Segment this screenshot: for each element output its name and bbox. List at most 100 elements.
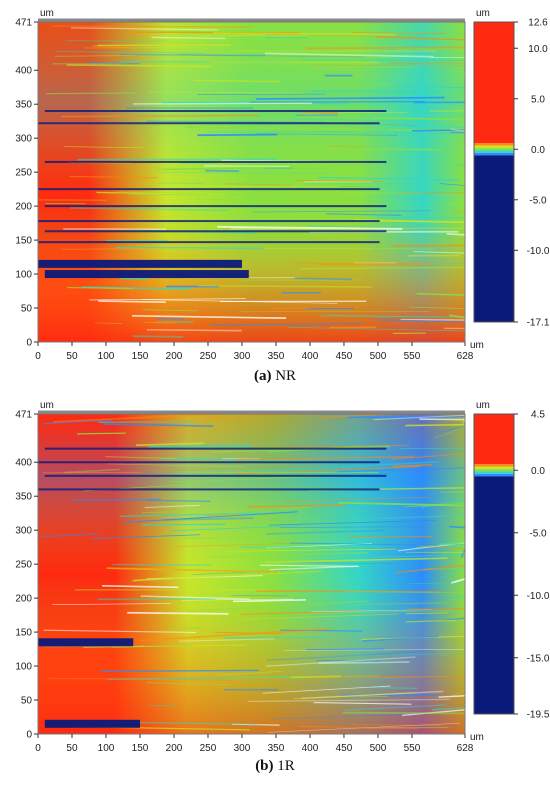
texture-streak <box>299 725 418 729</box>
colorbar-band <box>474 152 514 156</box>
x-tick-label: 100 <box>98 743 115 754</box>
texture-streak <box>39 532 99 538</box>
texture-streak <box>395 647 465 656</box>
x-tick-label: 450 <box>336 351 353 362</box>
colorbar-tick-label: -19.5 <box>527 710 550 721</box>
texture-streak <box>416 541 465 549</box>
colorbar-tick-label: -10.0 <box>527 246 550 257</box>
x-tick-label: 200 <box>166 743 183 754</box>
dark-groove <box>44 160 387 163</box>
texture-streak <box>446 232 465 236</box>
y-unit-label: um <box>40 8 54 19</box>
y-tick-label: 150 <box>15 628 32 639</box>
caption-label: (b) <box>255 758 274 774</box>
heatmap-overlay <box>38 22 465 342</box>
texture-streak <box>266 529 385 535</box>
texture-streak <box>316 659 381 662</box>
plot-frame <box>37 413 466 735</box>
colorbar-band <box>474 469 514 472</box>
texture-streak <box>186 600 369 613</box>
texture-streak <box>262 685 391 694</box>
texture-streak <box>250 185 427 188</box>
x-tick-label: 50 <box>66 743 78 754</box>
x-tick-label: 350 <box>268 351 285 362</box>
texture-streak <box>318 661 410 665</box>
texture-streak <box>260 564 360 567</box>
y-tick-label: 400 <box>15 458 32 469</box>
texture-streak <box>67 286 134 290</box>
texture-streak <box>102 585 179 589</box>
texture-streak <box>133 575 206 581</box>
colorbar-tick-label: -15.0 <box>527 653 550 664</box>
texture-streak <box>193 79 280 83</box>
texture-streak <box>91 534 200 539</box>
texture-streak <box>422 262 465 265</box>
texture-streak <box>207 551 368 558</box>
y-tick-label: 300 <box>15 526 32 537</box>
texture-streak <box>317 262 431 266</box>
texture-streak <box>264 52 434 58</box>
texture-streak <box>232 723 280 726</box>
texture-streak <box>420 498 465 509</box>
texture-streak <box>106 567 280 573</box>
dark-groove <box>44 474 387 477</box>
texture-streak <box>96 191 229 196</box>
texture-streak <box>141 523 226 526</box>
texture-streak <box>227 548 396 552</box>
texture-streak <box>269 565 358 571</box>
texture-streak <box>252 210 431 213</box>
colorbar-frame <box>473 413 515 715</box>
texture-streak <box>61 114 260 118</box>
dark-groove <box>38 488 380 491</box>
texture-streak <box>61 248 202 250</box>
texture-streak <box>430 109 465 112</box>
caption-text: NR <box>271 368 297 384</box>
texture-streak <box>89 298 246 301</box>
texture-streak <box>334 514 465 521</box>
texture-streak <box>235 455 415 461</box>
texture-streak <box>266 557 448 564</box>
colorbar-band <box>474 464 514 467</box>
texture-streak <box>352 32 447 34</box>
texture-streak <box>240 610 362 615</box>
colorbar-unit-top: um <box>476 8 490 19</box>
colorbar-tick-label: 0.0 <box>531 145 545 156</box>
colorbar-band <box>474 473 514 477</box>
texture-streak <box>148 30 277 33</box>
texture-streak <box>293 610 453 615</box>
texture-streak <box>266 650 437 661</box>
texture-streak <box>144 504 200 509</box>
texture-streak <box>115 246 264 249</box>
texture-streak <box>118 191 315 196</box>
texture-streak <box>139 628 329 642</box>
texture-streak <box>170 525 300 532</box>
texture-streak <box>179 54 366 58</box>
heatmap-surface <box>38 414 465 734</box>
colorbar-positive <box>474 22 514 144</box>
texture-streak <box>342 711 465 715</box>
x-tick-label: 200 <box>166 351 183 362</box>
texture-streak <box>210 323 363 326</box>
texture-streak <box>293 692 415 700</box>
texture-streak <box>151 36 226 40</box>
colorbar-band <box>474 143 514 146</box>
texture-streak <box>256 460 439 473</box>
colorbar-tick-label: 5.0 <box>531 94 545 105</box>
texture-streak <box>409 306 465 310</box>
texture-streak <box>119 567 279 573</box>
texture-streak <box>179 638 275 642</box>
texture-streak <box>420 545 465 550</box>
x-tick-label: 400 <box>302 351 319 362</box>
texture-streak <box>395 564 465 574</box>
texture-streak <box>454 467 465 475</box>
texture-streak <box>141 511 180 514</box>
texture-streak <box>157 182 204 184</box>
dark-groove <box>44 719 140 728</box>
texture-streak <box>405 612 449 615</box>
texture-streak <box>283 496 430 502</box>
texture-streak <box>326 213 402 216</box>
texture-streak <box>322 652 465 658</box>
texture-streak <box>216 670 283 676</box>
texture-streak <box>416 292 465 296</box>
texture-streak <box>449 594 465 600</box>
